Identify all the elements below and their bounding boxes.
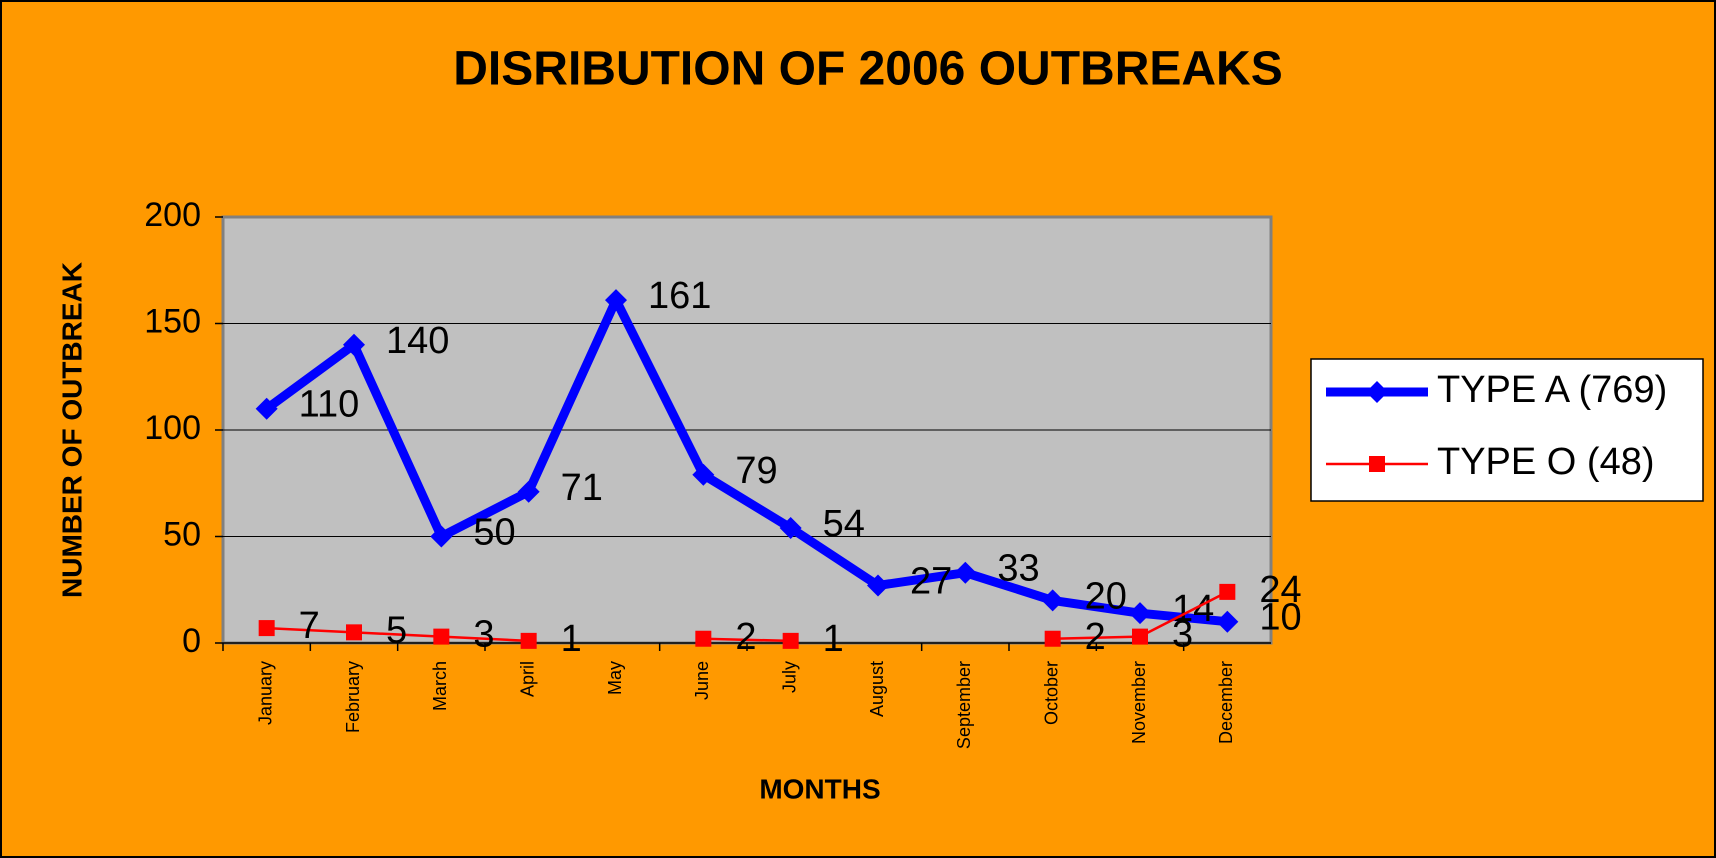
data-label: 1 bbox=[561, 618, 582, 660]
data-label: 20 bbox=[1085, 575, 1127, 617]
data-label: 54 bbox=[823, 503, 865, 545]
data-point bbox=[520, 632, 537, 649]
x-tick-label: November bbox=[1129, 661, 1149, 744]
data-point bbox=[343, 333, 365, 356]
data-label: 24 bbox=[1259, 569, 1301, 611]
data-point bbox=[258, 620, 275, 637]
data-point bbox=[346, 624, 362, 641]
x-tick-label: December bbox=[1216, 661, 1236, 744]
data-point bbox=[605, 289, 627, 312]
legend-marker bbox=[1369, 456, 1385, 472]
x-tick-label: March bbox=[430, 661, 450, 711]
x-tick-label: April bbox=[517, 661, 537, 697]
y-tick-label: 150 bbox=[144, 302, 201, 340]
data-point bbox=[692, 463, 715, 486]
data-label: 79 bbox=[735, 450, 777, 492]
legend-marker bbox=[1366, 381, 1388, 403]
data-point bbox=[433, 628, 450, 645]
y-tick-label: 200 bbox=[144, 196, 201, 234]
data-label: 71 bbox=[561, 467, 603, 509]
data-point bbox=[1129, 602, 1151, 625]
x-tick-label: June bbox=[692, 661, 712, 700]
data-label: 33 bbox=[997, 548, 1039, 590]
data-point bbox=[954, 561, 977, 584]
data-label: 140 bbox=[386, 320, 449, 362]
x-axis-title: MONTHS bbox=[759, 773, 880, 804]
y-tick-label: 100 bbox=[144, 409, 201, 447]
data-label: 161 bbox=[648, 275, 711, 317]
data-point bbox=[517, 480, 540, 503]
data-label: 3 bbox=[473, 614, 494, 656]
data-label: 5 bbox=[386, 609, 407, 651]
data-label: 2 bbox=[735, 616, 756, 658]
data-point bbox=[1044, 630, 1061, 647]
data-point bbox=[1216, 610, 1239, 633]
data-point bbox=[1041, 589, 1064, 612]
y-axis-title: NUMBER OF OUTBREAK bbox=[56, 262, 87, 598]
data-label: 2 bbox=[1085, 616, 1106, 658]
x-tick-label: July bbox=[779, 661, 799, 693]
x-tick-label: May bbox=[605, 661, 625, 695]
data-label: 27 bbox=[910, 561, 952, 603]
data-point bbox=[430, 525, 453, 548]
data-point bbox=[695, 630, 712, 647]
data-label: 10 bbox=[1259, 597, 1301, 639]
data-point bbox=[779, 516, 802, 539]
legend-label: TYPE O (48) bbox=[1437, 441, 1655, 483]
data-label: 50 bbox=[473, 512, 515, 554]
x-tick-label: February bbox=[343, 661, 363, 733]
legend-label: TYPE A (769) bbox=[1437, 369, 1667, 411]
series-line bbox=[703, 637, 791, 643]
y-tick-label: 0 bbox=[182, 622, 201, 660]
data-label: 1 bbox=[823, 618, 844, 660]
y-tick-label: 50 bbox=[163, 515, 201, 553]
x-tick-label: September bbox=[954, 661, 974, 749]
data-point bbox=[1219, 583, 1236, 600]
data-label: 7 bbox=[299, 605, 320, 647]
chart-title: DISRIBUTION OF 2006 OUTBREAKS bbox=[453, 43, 1282, 96]
x-tick-label: October bbox=[1041, 661, 1061, 725]
data-point bbox=[1132, 628, 1148, 645]
series-line bbox=[266, 626, 529, 643]
data-label: 110 bbox=[299, 384, 360, 426]
x-tick-label: August bbox=[867, 661, 887, 717]
data-point bbox=[255, 397, 278, 420]
series-line bbox=[264, 295, 1228, 627]
data-point bbox=[782, 632, 799, 649]
data-point bbox=[867, 574, 889, 597]
x-tick-label: January bbox=[255, 661, 275, 725]
data-label: 3 bbox=[1172, 614, 1193, 656]
